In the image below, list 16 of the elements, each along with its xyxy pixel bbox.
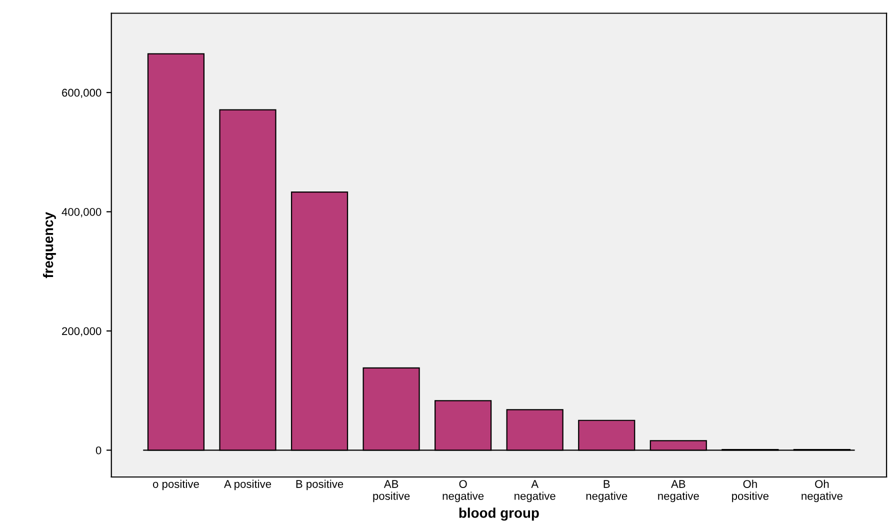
y-tick-label: 400,000 [62, 208, 102, 218]
x-tick-label: O negative [442, 480, 484, 502]
x-tick-label: o positive [152, 480, 199, 490]
x-tick-label: B negative [586, 480, 628, 502]
x-tick-label: A positive [224, 480, 272, 490]
x-axis-title: blood group [459, 508, 539, 521]
y-axis-title: frequency [42, 212, 56, 278]
y-tick-label: 0 [96, 446, 102, 454]
y-tick-label: 200,000 [62, 327, 102, 336]
x-tick-label: B positive [296, 480, 344, 490]
x-tick-label: Oh negative [802, 480, 842, 502]
x-tick-label: A negative [514, 480, 556, 502]
x-tick-label: AB positive [373, 480, 410, 502]
x-tick-label: Oh positive [732, 480, 769, 502]
x-tick-label: AB negative [658, 480, 699, 502]
y-tick-label: 600,000 [62, 88, 102, 98]
